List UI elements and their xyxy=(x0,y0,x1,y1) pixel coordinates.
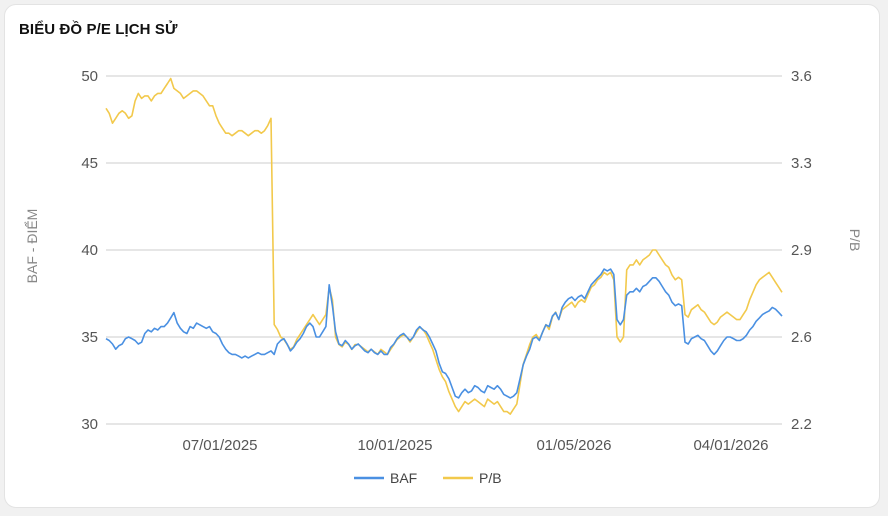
series-line-pb xyxy=(105,77,783,415)
y-tick-left: 45 xyxy=(81,155,98,172)
y-tick-right: 3.3 xyxy=(791,155,812,172)
y-tick-left: 35 xyxy=(81,329,98,346)
chart-title: BIỂU ĐỒ P/E LỊCH SỬ xyxy=(19,21,178,38)
x-axis-ticks: 07/01/2025 10/01/2025 01/05/2026 04/01/2026 xyxy=(182,437,768,454)
x-tick: 01/05/2026 xyxy=(536,437,611,454)
y-tick-left: 30 xyxy=(81,416,98,433)
x-tick: 10/01/2025 xyxy=(357,437,432,454)
y-tick-right: 2.2 xyxy=(791,416,812,433)
y-tick-left: 40 xyxy=(81,242,98,259)
series-lines xyxy=(105,77,783,415)
legend-label[interactable]: BAF xyxy=(390,470,417,486)
legend-label[interactable]: P/B xyxy=(479,470,502,486)
grid-lines xyxy=(106,75,782,425)
y-axis-right-ticks: 2.2 2.6 2.9 3.3 3.6 xyxy=(791,68,812,433)
y-tick-left: 50 xyxy=(81,68,98,85)
y-tick-right: 3.6 xyxy=(791,68,812,85)
y-tick-right: 2.6 xyxy=(791,329,812,346)
y-axis-right-label: P/B xyxy=(847,229,863,252)
y-axis-left-ticks: 30 35 40 45 50 xyxy=(81,68,98,433)
series-line-baf xyxy=(105,268,783,399)
y-axis-left-label: BAF - ĐIỂM xyxy=(23,209,40,284)
legend[interactable]: BAF P/B xyxy=(354,470,502,486)
x-tick: 07/01/2025 xyxy=(182,437,257,454)
y-tick-right: 2.9 xyxy=(791,242,812,259)
x-tick: 04/01/2026 xyxy=(693,437,768,454)
